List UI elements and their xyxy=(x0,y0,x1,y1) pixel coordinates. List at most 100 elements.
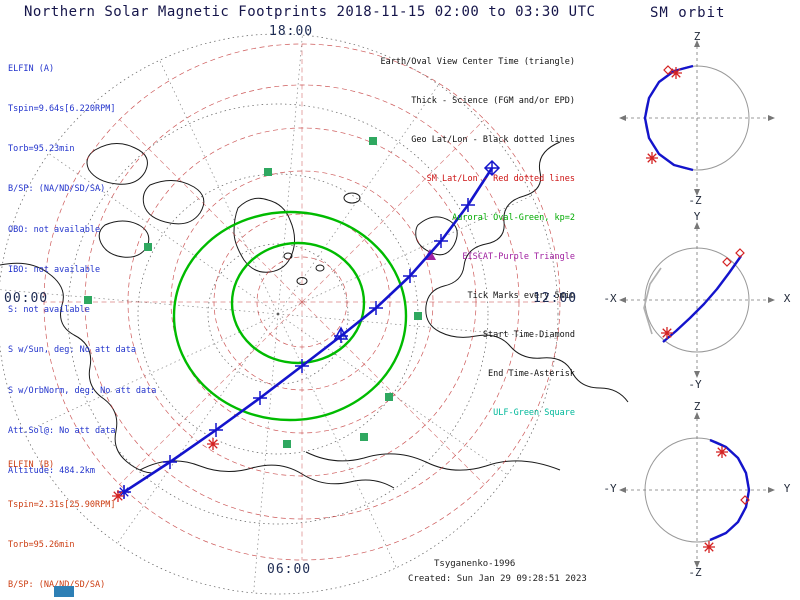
page-title: Northern Solar Magnetic Footprints 2018-… xyxy=(24,4,596,20)
elfin-a-line: S w/Sun, deg: No att data xyxy=(8,345,136,356)
coastline-path xyxy=(415,216,458,256)
track-tick-plus xyxy=(163,455,177,469)
elfin-a-line: S: not available xyxy=(8,305,90,316)
elfin-b-name: ELFIN (B) xyxy=(8,459,55,470)
orbit-diamond xyxy=(740,495,750,505)
legend-item: Start Time-Diamond xyxy=(482,330,575,340)
track-tick-plus xyxy=(369,301,383,315)
orbit-axis-arrow xyxy=(694,412,700,419)
center-time-triangle xyxy=(333,326,349,340)
legend-item: Tick Marks every 5min xyxy=(467,291,575,301)
orbit-asterisk xyxy=(670,67,682,79)
orbit-arc xyxy=(662,255,742,343)
ulf-station-square xyxy=(84,296,92,304)
geo-grid-circle xyxy=(207,243,349,385)
elfin-b-line: B/SP: (NA/ND/SD/SA) xyxy=(8,580,105,591)
elfin-a-line: IBO: not available xyxy=(8,264,101,275)
elfin-a-line: Att.Sol@: No att data xyxy=(8,425,116,436)
footprint-asterisk xyxy=(207,438,219,450)
orbit-axis-arrow xyxy=(694,222,700,229)
coastline-island xyxy=(343,192,361,204)
orbit3-axis-left: -Y xyxy=(603,482,617,495)
coastline-path xyxy=(233,197,296,273)
elfin-b-line: Torb=95.26min xyxy=(8,540,75,551)
mlt-label-0600: 06:00 xyxy=(267,562,312,577)
track-tick-plus xyxy=(209,423,223,437)
sm-grid-radial xyxy=(119,119,303,303)
mlt-label-1800: 18:00 xyxy=(269,24,314,39)
orbit-axis-arrow xyxy=(619,487,626,493)
elfin-a-line: OBO: not available xyxy=(8,224,101,235)
track-tick-plus xyxy=(434,234,448,248)
orbit-axis-arrow xyxy=(768,115,775,121)
orbit-axis-arrow xyxy=(694,561,700,568)
orbit-axis-arrow xyxy=(768,297,775,303)
orbit3-axis-top: Z xyxy=(693,400,701,413)
ulf-station-square xyxy=(360,433,368,441)
ulf-station-square xyxy=(283,440,291,448)
ulf-station-square xyxy=(414,312,422,320)
auroral-oval xyxy=(172,210,408,422)
elfin-a-line: S w/OrbNorm, deg: No att data xyxy=(8,385,157,396)
elfin-a-line: Torb=95.23min xyxy=(8,144,75,155)
orbit-diamond xyxy=(663,65,673,75)
orbit3-axis-bottom: -Z xyxy=(688,566,702,579)
orbit-axis-arrow xyxy=(619,115,626,121)
created-label: Created: Sun Jan 29 09:28:51 2023 xyxy=(408,574,587,584)
legend-item: ULF-Green Square xyxy=(493,408,575,418)
elfin-a-line: Tspin=9.64s[6.220RPM] xyxy=(8,104,116,115)
sm-grid-radial xyxy=(301,119,485,303)
elfin-a-line: Altitude: 484.2km xyxy=(8,466,95,476)
orbit1-axis-bottom: -Z xyxy=(688,194,702,207)
coastline-island xyxy=(315,264,325,272)
coastline-path xyxy=(98,220,150,258)
orbit2-axis-bottom: -Y xyxy=(688,378,702,391)
logo-mark xyxy=(54,586,74,597)
orbit-asterisk xyxy=(716,446,728,458)
orbit-asterisk xyxy=(703,541,715,553)
sm-orbit-title: SM orbit xyxy=(650,5,726,21)
orbit3-axis-right: Y xyxy=(783,482,791,495)
coastline-path xyxy=(139,460,395,489)
coastline-path xyxy=(425,141,629,403)
start-time-diamond xyxy=(483,159,501,177)
orbit1-axis-top: Z xyxy=(693,30,701,43)
orbit2-axis-left: -X xyxy=(603,292,617,305)
orbit-axis-arrow xyxy=(694,189,700,196)
track-tick-plus xyxy=(461,198,475,212)
track-tick-plus xyxy=(295,359,309,373)
elfin-a-name: ELFIN (A) xyxy=(8,63,55,74)
legend-item: EISCAT-Purple Triangle xyxy=(462,252,575,262)
geo-grid-circle xyxy=(67,103,489,525)
orbit-axis-arrow xyxy=(694,40,700,47)
orbit-axis-arrow xyxy=(619,297,626,303)
legend-item: Auroral Oval-Green, kp=2 xyxy=(452,213,575,223)
coastline-path xyxy=(305,451,561,471)
orbit-asterisk xyxy=(646,152,658,164)
legend-item: End Time-Asterisk xyxy=(488,369,575,379)
orbit-arc xyxy=(643,64,694,172)
elfin-b-line: Tspin=2.31s[25.90RPM] xyxy=(8,500,116,511)
legend-item: Earth/Oval View Center Time (triangle) xyxy=(380,57,575,67)
elfin-b-info-block: ELFIN (B) Tspin=2.31s[25.90RPM] Torb=95.… xyxy=(8,432,156,600)
ulf-station-square xyxy=(385,393,393,401)
end-time-asterisk xyxy=(118,486,130,498)
elfin-a-info-block: ELFIN (A) Tspin=9.64s[6.220RPM] Torb=95.… xyxy=(8,36,156,505)
orbit-diamond xyxy=(735,248,745,258)
orbit-asterisk xyxy=(661,327,673,339)
coastlines xyxy=(0,141,629,489)
track-tick-plus xyxy=(253,391,267,405)
footprint-asterisk xyxy=(112,490,124,502)
mlt-label-1200: 12:00 xyxy=(533,291,578,306)
elfin-a-line: B/SP: (NA/ND/SD/SA) xyxy=(8,184,106,195)
coastline-path xyxy=(86,143,148,185)
track-tick-plus xyxy=(485,161,499,175)
track-tick-plus xyxy=(403,269,417,283)
orbit-diamond xyxy=(722,257,732,267)
legend-item: SM Lat/Lon - Red dotted lines xyxy=(426,174,575,184)
orbit-arc xyxy=(709,438,751,542)
ulf-station-square xyxy=(144,243,152,251)
ulf-station-square xyxy=(264,168,272,176)
